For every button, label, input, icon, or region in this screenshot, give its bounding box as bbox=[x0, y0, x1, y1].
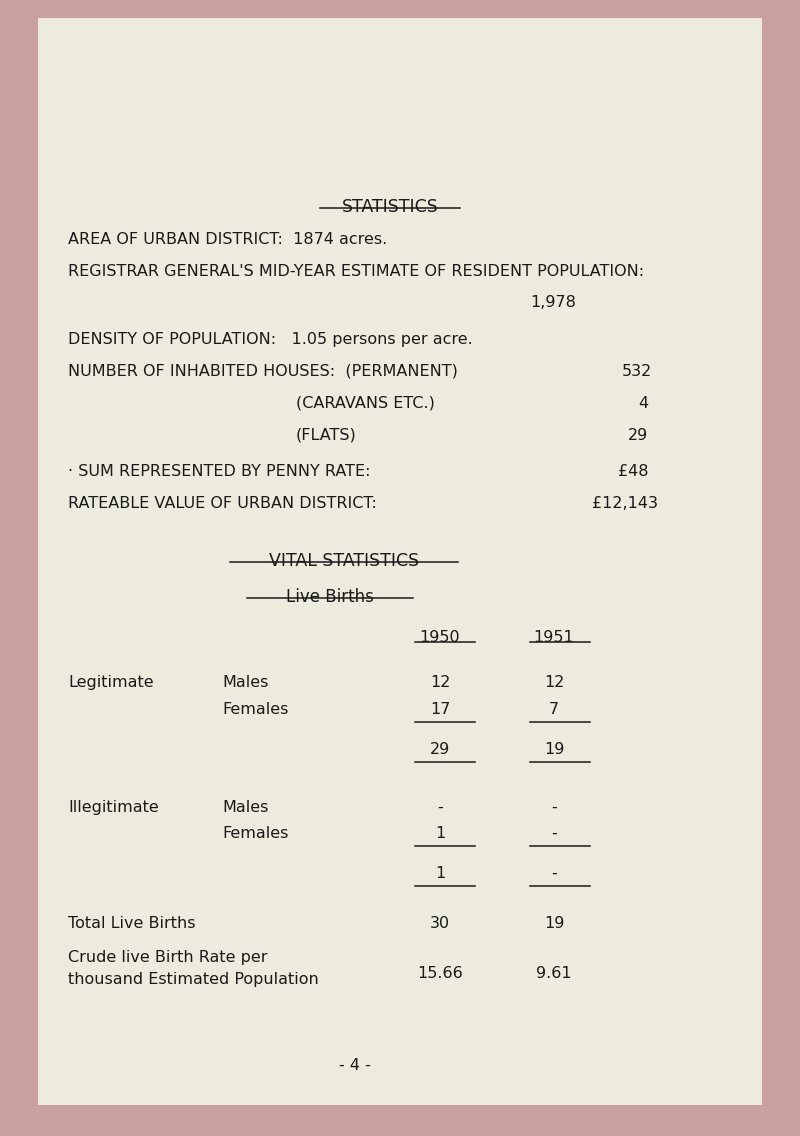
Text: £48: £48 bbox=[618, 463, 649, 479]
Text: thousand Estimated Population: thousand Estimated Population bbox=[68, 972, 318, 987]
Text: -: - bbox=[551, 866, 557, 882]
Text: - 4 -: - 4 - bbox=[339, 1058, 371, 1074]
Text: 1,978: 1,978 bbox=[530, 295, 576, 310]
Text: Total Live Births: Total Live Births bbox=[68, 916, 195, 932]
Text: 1: 1 bbox=[435, 866, 445, 882]
Text: 7: 7 bbox=[549, 702, 559, 717]
Text: (FLATS): (FLATS) bbox=[296, 428, 357, 443]
Text: NUMBER OF INHABITED HOUSES:  (PERMANENT): NUMBER OF INHABITED HOUSES: (PERMANENT) bbox=[68, 364, 458, 379]
Text: STATISTICS: STATISTICS bbox=[342, 198, 438, 216]
Text: Illegitimate: Illegitimate bbox=[68, 800, 158, 815]
Text: REGISTRAR GENERAL'S MID-YEAR ESTIMATE OF RESIDENT POPULATION:: REGISTRAR GENERAL'S MID-YEAR ESTIMATE OF… bbox=[68, 264, 644, 279]
Text: 19: 19 bbox=[544, 916, 564, 932]
Text: 30: 30 bbox=[430, 916, 450, 932]
Text: 1950: 1950 bbox=[420, 630, 460, 645]
Text: -: - bbox=[437, 800, 443, 815]
Text: -: - bbox=[551, 826, 557, 841]
Text: 9.61: 9.61 bbox=[536, 966, 572, 982]
Text: 17: 17 bbox=[430, 702, 450, 717]
Text: £12,143: £12,143 bbox=[592, 496, 658, 511]
Text: AREA OF URBAN DISTRICT:  1874 acres.: AREA OF URBAN DISTRICT: 1874 acres. bbox=[68, 232, 387, 247]
Text: 1: 1 bbox=[435, 826, 445, 841]
Text: Legitimate: Legitimate bbox=[68, 675, 154, 690]
Text: 532: 532 bbox=[622, 364, 652, 379]
Text: DENSITY OF POPULATION:   1.05 persons per acre.: DENSITY OF POPULATION: 1.05 persons per … bbox=[68, 332, 473, 346]
Text: Males: Males bbox=[222, 675, 268, 690]
Text: (CARAVANS ETC.): (CARAVANS ETC.) bbox=[296, 396, 435, 411]
Text: 12: 12 bbox=[544, 675, 564, 690]
Text: Live Births: Live Births bbox=[286, 588, 374, 605]
Text: Crude live Birth Rate per: Crude live Birth Rate per bbox=[68, 950, 267, 964]
Text: 29: 29 bbox=[430, 742, 450, 757]
Text: RATEABLE VALUE OF URBAN DISTRICT:: RATEABLE VALUE OF URBAN DISTRICT: bbox=[68, 496, 377, 511]
Text: Males: Males bbox=[222, 800, 268, 815]
Text: 29: 29 bbox=[628, 428, 648, 443]
Text: 12: 12 bbox=[430, 675, 450, 690]
Text: Females: Females bbox=[222, 702, 288, 717]
Text: 1951: 1951 bbox=[534, 630, 574, 645]
Text: VITAL STATISTICS: VITAL STATISTICS bbox=[269, 552, 419, 570]
Text: 19: 19 bbox=[544, 742, 564, 757]
Text: 4: 4 bbox=[638, 396, 648, 411]
Text: Females: Females bbox=[222, 826, 288, 841]
Text: -: - bbox=[551, 800, 557, 815]
Text: 15.66: 15.66 bbox=[417, 966, 463, 982]
Text: · SUM REPRESENTED BY PENNY RATE:: · SUM REPRESENTED BY PENNY RATE: bbox=[68, 463, 370, 479]
